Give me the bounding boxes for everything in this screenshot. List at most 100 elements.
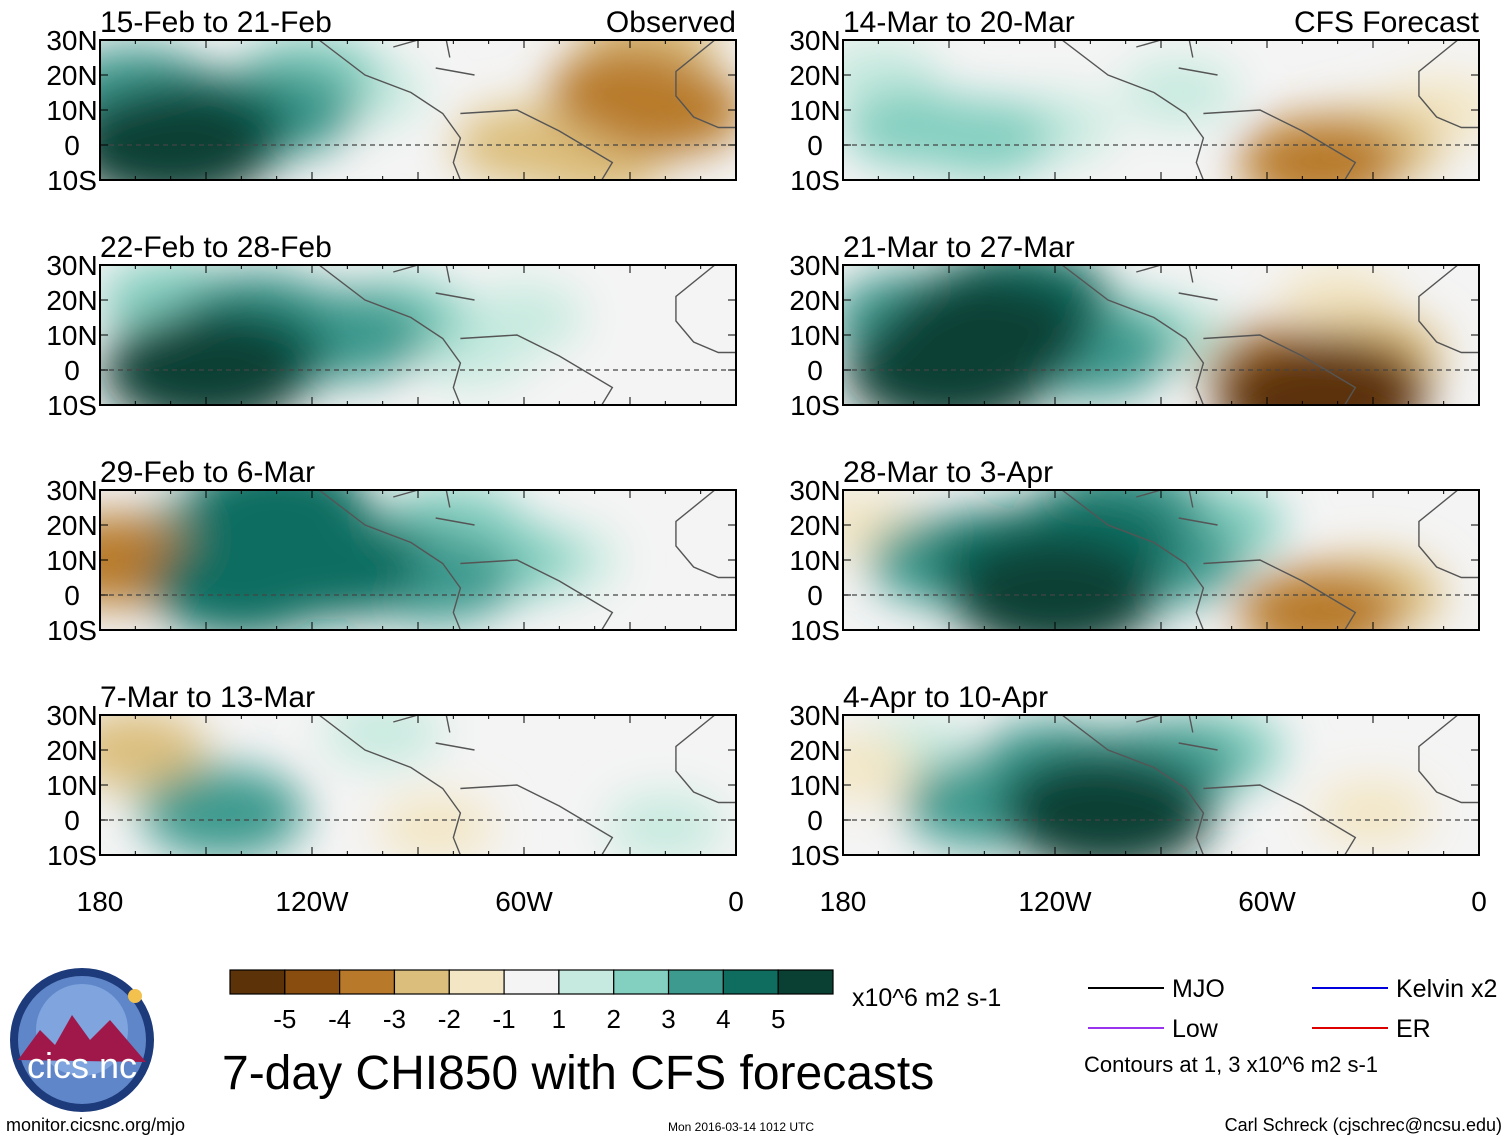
panel-period-label: 28-Mar to 3-Apr (843, 456, 1053, 489)
colorbar-label: 2 (606, 1004, 620, 1034)
anomaly-cell (1216, 339, 1424, 405)
coastline-africa (1418, 265, 1479, 354)
colorbar-label: 3 (661, 1004, 675, 1034)
y-tick-label: 30N (789, 250, 840, 281)
y-tick-label: 10S (47, 840, 97, 871)
coastline-americas (318, 40, 462, 180)
coastline-south-america (460, 109, 614, 180)
colorbar-label: -4 (328, 1004, 351, 1034)
colorbar-swatch (722, 969, 779, 995)
panel-period-label: 7-Mar to 13-Mar (100, 681, 315, 714)
anomaly-cell (951, 536, 1159, 630)
colorbar-swatch (393, 969, 450, 995)
coastline-gulf-caribbean (1136, 490, 1218, 526)
anomaly-cell (843, 734, 920, 801)
footer-author: Carl Schreck (cjschrec@ncsu.edu) (1224, 1115, 1502, 1135)
colorbar-swatch (339, 969, 396, 995)
anomaly-cell (880, 276, 1089, 394)
anomaly-cell (1313, 779, 1433, 847)
colorbar-units: x10^6 m2 s-1 (852, 984, 1002, 1012)
y-tick-label: 10N (789, 770, 840, 801)
anomaly-cell (606, 793, 725, 855)
y-tick-label: 10S (790, 615, 840, 646)
x-tick-label: 60W (495, 886, 553, 917)
y-tick-label: 10S (47, 615, 97, 646)
coastline-south-america (460, 559, 614, 630)
anomaly-cell (1238, 116, 1402, 180)
coastline-gulf-caribbean (393, 265, 475, 301)
y-tick-label: 30N (46, 25, 97, 56)
colorbar-swatch (284, 969, 341, 995)
y-tick-label: 20N (46, 285, 97, 316)
map-panel: 14-Mar to 20-Mar CFS Forecast 30N 20N 10N 0 10… (789, 6, 1480, 196)
y-tick-label: 30N (789, 25, 840, 56)
footer-timestamp: Mon 2016-03-14 1012 UTC (668, 1120, 815, 1134)
y-tick-label: 0 (64, 580, 80, 611)
panel-period-label: 15-Feb to 21-Feb (100, 6, 332, 39)
colorbar-swatch (777, 969, 834, 995)
anomaly-cell (1119, 59, 1238, 126)
anomaly-cell (142, 767, 306, 855)
anomaly-cell (913, 98, 1055, 178)
legend-label: ER (1396, 1015, 1431, 1043)
y-tick-label: 30N (789, 475, 840, 506)
y-tick-label: 10N (789, 320, 840, 351)
panel-period-label: 29-Feb to 6-Mar (100, 456, 315, 489)
map-panel: 15-Feb to 21-Feb Observed 30N 20N 10N 0 10S (46, 6, 737, 196)
anomaly-cell (236, 514, 423, 620)
colorbar-swatch (229, 969, 286, 995)
y-tick-label: 20N (789, 735, 840, 766)
y-tick-label: 0 (807, 355, 823, 386)
contour-note: Contours at 1, 3 x10^6 m2 s-1 (1084, 1052, 1379, 1077)
anomaly-cell (102, 311, 310, 405)
panel-period-label: 14-Mar to 20-Mar (843, 6, 1075, 39)
coastline-americas (1061, 490, 1205, 630)
panel-source-label: CFS Forecast (1294, 6, 1480, 39)
panel-period-label: 21-Mar to 27-Mar (843, 231, 1075, 264)
coastline-americas (1061, 715, 1205, 855)
coastline-gulf-caribbean (1136, 265, 1218, 301)
y-tick-label: 20N (46, 60, 97, 91)
footer-url-link[interactable]: monitor.cicsnc.org/mjo (6, 1115, 186, 1135)
legend-label: MJO (1172, 975, 1225, 1003)
y-tick-label: 10S (790, 390, 840, 421)
y-tick-label: 10N (46, 770, 97, 801)
colorbar: -5 -4 -3 -2 -1 1 2 3 4 5 (229, 969, 834, 1034)
y-tick-label: 20N (789, 510, 840, 541)
y-tick-label: 10S (47, 165, 97, 196)
x-tick-label: 120W (1018, 886, 1092, 917)
coastline-americas (318, 490, 462, 630)
coastline-gulf-caribbean (393, 40, 475, 76)
y-tick-label: 30N (46, 700, 97, 731)
coastline-africa (1418, 490, 1479, 579)
colorbar-label: 4 (716, 1004, 730, 1034)
colorbar-label: -5 (273, 1004, 296, 1034)
y-tick-label: 20N (789, 285, 840, 316)
y-tick-label: 0 (64, 355, 80, 386)
coastline-africa (675, 715, 736, 804)
y-tick-label: 10S (790, 165, 840, 196)
y-tick-label: 0 (64, 805, 80, 836)
x-tick-label: 120W (275, 886, 349, 917)
y-tick-label: 10S (790, 840, 840, 871)
x-tick-label: 0 (1471, 886, 1487, 917)
coastline-south-america (460, 334, 614, 405)
y-tick-label: 20N (46, 735, 97, 766)
x-tick-label: 180 (820, 886, 867, 917)
cics-logo: cics.nc (10, 968, 154, 1112)
y-tick-label: 10N (46, 95, 97, 126)
coastline-south-america (460, 784, 614, 855)
coastline-gulf-caribbean (1136, 40, 1218, 76)
anomaly-cell (323, 715, 442, 766)
coastline-gulf-caribbean (393, 715, 475, 751)
legend: MJO Kelvin x2 Low ER (1088, 975, 1497, 1043)
y-tick-label: 30N (46, 250, 97, 281)
anomaly-cell (100, 86, 275, 180)
y-tick-label: 10N (789, 95, 840, 126)
colorbar-label: 5 (771, 1004, 785, 1034)
y-tick-label: 30N (46, 475, 97, 506)
y-tick-label: 20N (789, 60, 840, 91)
